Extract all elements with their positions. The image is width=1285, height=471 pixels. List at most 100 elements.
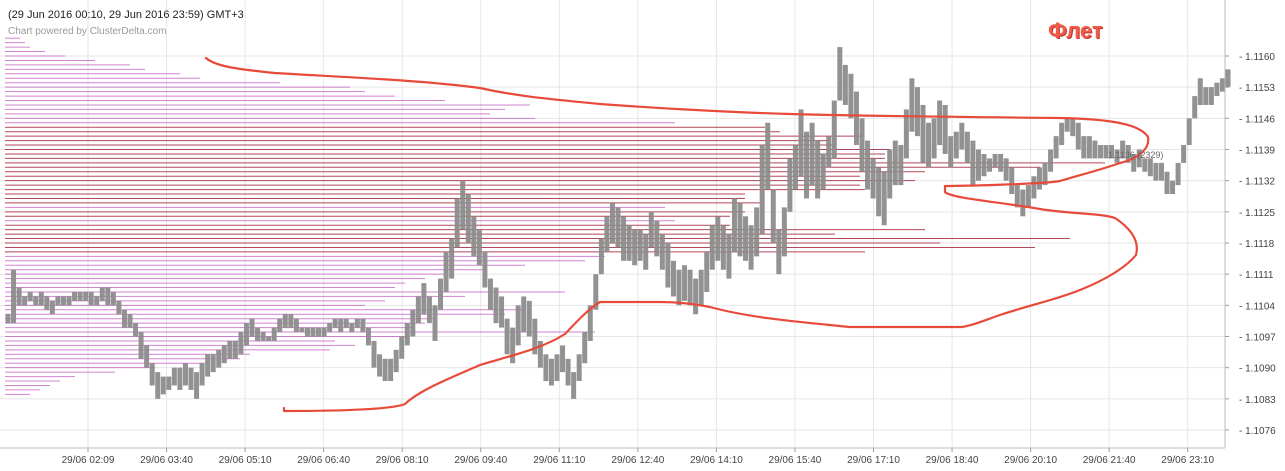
price-bar [377, 354, 383, 377]
price-bar [116, 300, 122, 315]
chart-title: (29 Jun 2016 00:10, 29 Jun 2016 23:59) G… [8, 9, 244, 21]
price-bar [1092, 140, 1098, 159]
y-tick-label: - 1.1146 [1239, 114, 1275, 125]
price-bar [349, 323, 355, 333]
y-tick-label: - 1.1118 [1239, 239, 1275, 250]
price-bar [304, 327, 310, 337]
price-bar [682, 265, 688, 301]
price-bar [887, 149, 893, 199]
price-bar [787, 158, 793, 212]
price-bar [1020, 189, 1026, 217]
y-tick-label: - 1.1083 [1239, 395, 1276, 406]
powered-by-label: Chart powered by ClusterDelta.com [8, 26, 167, 37]
price-bar [792, 145, 798, 190]
price-bar [609, 202, 615, 243]
price-bar [1059, 122, 1065, 146]
x-tick-label: 29/06 02:09 [62, 455, 115, 466]
price-bar [238, 332, 244, 355]
price-bar [598, 238, 604, 275]
y-tick-label: - 1.1153 [1239, 83, 1275, 94]
price-bar [1153, 162, 1159, 181]
price-bar [1203, 87, 1209, 105]
price-bar [49, 300, 55, 315]
price-bar [16, 287, 22, 306]
price-bar [210, 354, 216, 373]
price-bar [554, 354, 560, 382]
price-bar [853, 91, 859, 146]
price-bar [687, 269, 693, 306]
x-tick-label: 29/06 20:10 [1004, 455, 1057, 466]
price-bar [144, 345, 150, 368]
price-bar [321, 327, 327, 337]
price-bar [820, 153, 826, 190]
price-bar [460, 180, 466, 230]
price-bar [393, 349, 399, 373]
price-bar [343, 318, 349, 328]
price-bar [621, 216, 627, 261]
price-bar [227, 340, 233, 359]
price-bar [909, 78, 915, 132]
price-bar [121, 309, 127, 328]
price-bar [626, 225, 632, 261]
price-bar [670, 260, 676, 297]
y-tick-label: - 1.1139 [1239, 146, 1275, 157]
price-bar [299, 327, 305, 333]
price-bar [399, 336, 405, 359]
price-bar [443, 251, 449, 292]
price-bar [277, 318, 283, 333]
price-bar [1208, 87, 1214, 105]
price-bar [454, 198, 460, 248]
price-bar [615, 207, 621, 248]
price-bar [110, 291, 116, 306]
price-bar [99, 287, 105, 301]
price-bar [94, 296, 100, 306]
price-bar [271, 327, 277, 341]
price-bar [421, 283, 427, 315]
price-bar [914, 87, 920, 137]
price-bar [870, 158, 876, 199]
price-bar [837, 47, 843, 101]
price-bar [754, 207, 760, 257]
price-bar [1064, 118, 1070, 132]
price-bar [149, 363, 155, 386]
price-bar [11, 269, 17, 324]
y-tick-label: - 1.1097 [1239, 333, 1276, 344]
x-tick-label: 29/06 23:10 [1161, 455, 1214, 466]
price-bar [432, 305, 438, 341]
price-bar [55, 296, 61, 306]
price-bar [953, 131, 959, 159]
price-bar [992, 153, 998, 168]
price-bar [1136, 149, 1142, 168]
price-bar [133, 323, 139, 337]
price-bar [1042, 162, 1048, 186]
price-bar [1036, 167, 1042, 190]
price-bar [88, 291, 94, 306]
price-bar [338, 318, 344, 333]
price-bar [948, 136, 954, 168]
price-bar [1097, 145, 1103, 159]
price-bar [232, 340, 238, 359]
price-bar [632, 229, 638, 266]
price-bar [576, 354, 582, 382]
price-bar [1175, 162, 1181, 186]
price-bar [221, 345, 227, 364]
price-bar [388, 358, 394, 382]
price-bar [571, 372, 577, 399]
price-bar [776, 229, 782, 275]
price-bar [532, 318, 538, 355]
price-bar [1142, 158, 1148, 172]
price-bar [194, 372, 200, 399]
price-bar [1009, 167, 1015, 195]
price-bar [770, 189, 776, 243]
price-bar [1120, 140, 1126, 159]
price-bar [1225, 69, 1231, 88]
price-bar [1214, 82, 1220, 97]
price-bar [1192, 96, 1198, 119]
price-bar [1048, 149, 1054, 172]
price-bar [737, 202, 743, 257]
price-bar [970, 140, 976, 186]
x-tick-label: 29/06 05:10 [219, 455, 272, 466]
price-bar [1025, 185, 1031, 208]
price-bar [166, 376, 172, 390]
price-bar [27, 291, 33, 301]
